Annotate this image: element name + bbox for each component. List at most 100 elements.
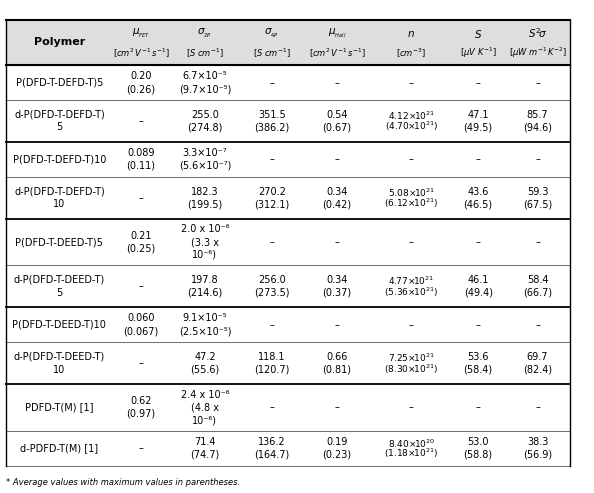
Text: d-P(DFD-T-DEED-T)
10: d-P(DFD-T-DEED-T) 10 (14, 352, 105, 375)
Text: 0.34
(0.37): 0.34 (0.37) (323, 275, 352, 298)
Text: 58.4
(66.7): 58.4 (66.7) (523, 275, 552, 298)
Text: –: – (476, 320, 481, 330)
Text: 0.089
(0.11): 0.089 (0.11) (127, 148, 156, 171)
Text: $[\mathit{S}\ \mathit{cm}^{-1}]$: $[\mathit{S}\ \mathit{cm}^{-1}]$ (253, 47, 290, 60)
Text: –: – (334, 237, 340, 247)
Text: 0.54
(0.67): 0.54 (0.67) (323, 109, 352, 133)
Text: 255.0
(274.8): 255.0 (274.8) (187, 109, 223, 133)
Text: $S$: $S$ (474, 28, 482, 39)
Text: 7.25$\times\!10^{21}$: 7.25$\times\!10^{21}$ (388, 352, 435, 364)
Text: (1.18$\times\!10^{21}$): (1.18$\times\!10^{21}$) (384, 446, 438, 460)
Text: $\sigma_{_{4P}}$: $\sigma_{_{4P}}$ (264, 27, 279, 40)
Text: –: – (409, 77, 414, 88)
Text: $\mu_{_{Hall}}$: $\mu_{_{Hall}}$ (328, 27, 346, 40)
Text: –: – (138, 116, 144, 126)
Text: 85.7
(94.6): 85.7 (94.6) (523, 109, 552, 133)
Text: $[\mathit{cm}^2\,\mathit{V}^{-1}\,\mathit{s}^{-1}]$: $[\mathit{cm}^2\,\mathit{V}^{-1}\,\mathi… (309, 47, 365, 60)
Text: –: – (409, 320, 414, 330)
Text: 0.20
(0.26): 0.20 (0.26) (127, 71, 156, 94)
Text: 351.5
(386.2): 351.5 (386.2) (254, 109, 289, 133)
Text: 118.1
(120.7): 118.1 (120.7) (254, 352, 289, 375)
Text: $[\mathit{cm}^2\,\mathit{V}^{-1}\,\mathit{s}^{-1}]$: $[\mathit{cm}^2\,\mathit{V}^{-1}\,\mathi… (113, 47, 169, 60)
Text: –: – (269, 320, 274, 330)
Text: (6.12$\times\!10^{21}$): (6.12$\times\!10^{21}$) (384, 197, 438, 211)
Text: 3.3×10⁻⁷
(5.6×10⁻⁷): 3.3×10⁻⁷ (5.6×10⁻⁷) (179, 148, 231, 171)
Text: 5.08$\times\!10^{21}$: 5.08$\times\!10^{21}$ (388, 186, 435, 199)
Text: 6.7×10⁻⁵
(9.7×10⁻⁵): 6.7×10⁻⁵ (9.7×10⁻⁵) (179, 71, 231, 94)
Text: –: – (334, 77, 340, 88)
Text: –: – (535, 154, 540, 165)
Text: (5.36$\times\!10^{21}$): (5.36$\times\!10^{21}$) (384, 285, 438, 299)
Text: (8.30$\times\!10^{21}$): (8.30$\times\!10^{21}$) (384, 362, 438, 376)
Text: 59.3
(67.5): 59.3 (67.5) (523, 186, 552, 210)
Text: 136.2
(164.7): 136.2 (164.7) (254, 437, 289, 460)
Text: –: – (535, 237, 540, 247)
Text: –: – (269, 77, 274, 88)
Text: –: – (476, 237, 481, 247)
Text: 38.3
(56.9): 38.3 (56.9) (523, 437, 552, 460)
Text: 4.77$\times\!10^{21}$: 4.77$\times\!10^{21}$ (388, 275, 434, 287)
Text: 197.8
(214.6): 197.8 (214.6) (187, 275, 223, 298)
Text: –: – (476, 154, 481, 165)
Text: 69.7
(82.4): 69.7 (82.4) (523, 352, 552, 375)
Text: P(DFD-T-DEED-T)5: P(DFD-T-DEED-T)5 (15, 237, 103, 247)
Text: –: – (535, 320, 540, 330)
Text: –: – (138, 358, 144, 368)
Text: –: – (334, 402, 340, 413)
Text: P(DFD-T-DEFD-T)10: P(DFD-T-DEFD-T)10 (12, 154, 106, 165)
Text: d-P(DFD-T-DEFD-T)
10: d-P(DFD-T-DEFD-T) 10 (14, 186, 105, 210)
Text: –: – (269, 237, 274, 247)
Text: $[\mathit{S}\ \mathit{cm}^{-1}]$: $[\mathit{S}\ \mathit{cm}^{-1}]$ (186, 47, 224, 60)
Text: 0.19
(0.23): 0.19 (0.23) (323, 437, 352, 460)
Text: 0.060
(0.067): 0.060 (0.067) (124, 314, 159, 336)
Text: $S^2\!\sigma$: $S^2\!\sigma$ (528, 27, 547, 40)
Text: d-PDFD-T(M) [1]: d-PDFD-T(M) [1] (20, 443, 99, 454)
Text: 270.2
(312.1): 270.2 (312.1) (254, 186, 289, 210)
Text: –: – (334, 320, 340, 330)
Text: 2.0 x 10⁻⁶
(3.3 x
10⁻⁶): 2.0 x 10⁻⁶ (3.3 x 10⁻⁶) (181, 224, 229, 260)
Text: –: – (476, 402, 481, 413)
Text: 0.21
(0.25): 0.21 (0.25) (127, 231, 156, 253)
Text: d-P(DFD-T-DEFD-T)
5: d-P(DFD-T-DEFD-T) 5 (14, 109, 105, 133)
Text: * Average values with maximum values in parentheses.: * Average values with maximum values in … (6, 478, 240, 487)
Text: 9.1×10⁻⁵
(2.5×10⁻⁵): 9.1×10⁻⁵ (2.5×10⁻⁵) (179, 314, 231, 336)
Text: 0.34
(0.42): 0.34 (0.42) (323, 186, 352, 210)
Text: 43.6
(46.5): 43.6 (46.5) (463, 186, 493, 210)
Text: (4.70$\times\!10^{21}$): (4.70$\times\!10^{21}$) (385, 120, 438, 134)
Text: 47.1
(49.5): 47.1 (49.5) (463, 109, 493, 133)
Text: 182.3
(199.5): 182.3 (199.5) (187, 186, 223, 210)
Text: –: – (138, 443, 144, 454)
Text: –: – (334, 154, 340, 165)
Text: 71.4
(74.7): 71.4 (74.7) (190, 437, 220, 460)
Text: Polymer: Polymer (34, 37, 85, 47)
Text: 256.0
(273.5): 256.0 (273.5) (254, 275, 289, 298)
Bar (6, 20, 570, 65)
Text: $\mu_{_{FET}}$: $\mu_{_{FET}}$ (132, 27, 150, 40)
Text: P(DFD-T-DEFD-T)5: P(DFD-T-DEFD-T)5 (15, 77, 103, 88)
Text: 0.66
(0.81): 0.66 (0.81) (323, 352, 352, 375)
Text: $[\mu\mathit{W}\ \mathit{m}^{-1}\,\mathit{K}^{-2}]$: $[\mu\mathit{W}\ \mathit{m}^{-1}\,\mathi… (508, 46, 567, 61)
Text: –: – (535, 77, 540, 88)
Text: –: – (138, 193, 144, 203)
Text: 53.6
(58.4): 53.6 (58.4) (463, 352, 493, 375)
Text: 47.2
(55.6): 47.2 (55.6) (190, 352, 220, 375)
Text: $[\mu\mathit{V}\ \mathit{K}^{-1}]$: $[\mu\mathit{V}\ \mathit{K}^{-1}]$ (460, 46, 497, 61)
Text: –: – (409, 154, 414, 165)
Text: 0.62
(0.97): 0.62 (0.97) (127, 396, 156, 419)
Text: 4.12$\times\!10^{21}$: 4.12$\times\!10^{21}$ (388, 109, 435, 122)
Text: 2.4 x 10⁻⁶
(4.8 x
10⁻⁶): 2.4 x 10⁻⁶ (4.8 x 10⁻⁶) (181, 389, 229, 425)
Text: $n$: $n$ (407, 29, 415, 38)
Text: –: – (269, 402, 274, 413)
Text: PDFD-T(M) [1]: PDFD-T(M) [1] (25, 402, 94, 413)
Text: P(DFD-T-DEED-T)10: P(DFD-T-DEED-T)10 (12, 320, 106, 330)
Text: 8.40$\times\!10^{20}$: 8.40$\times\!10^{20}$ (388, 437, 435, 450)
Text: –: – (409, 237, 414, 247)
Text: –: – (476, 77, 481, 88)
Text: 46.1
(49.4): 46.1 (49.4) (464, 275, 492, 298)
Text: $\sigma_{_{2P}}$: $\sigma_{_{2P}}$ (197, 27, 213, 40)
Text: –: – (269, 154, 274, 165)
Text: 53.0
(58.8): 53.0 (58.8) (463, 437, 493, 460)
Text: –: – (409, 402, 414, 413)
Text: d-P(DFD-T-DEED-T)
5: d-P(DFD-T-DEED-T) 5 (14, 275, 105, 298)
Text: –: – (138, 282, 144, 291)
